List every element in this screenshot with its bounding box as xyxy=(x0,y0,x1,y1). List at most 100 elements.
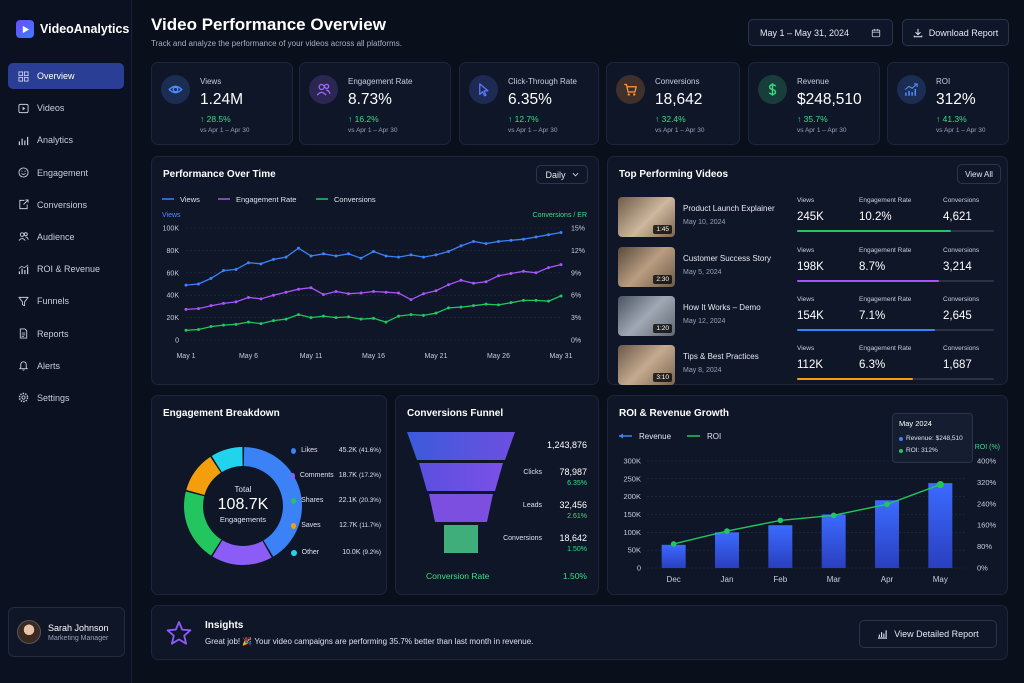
sidebar-item-analytics[interactable]: Analytics xyxy=(8,127,124,153)
data-point xyxy=(397,291,400,295)
star-icon xyxy=(166,621,192,645)
engagement-legend-item: Comments 18.7K (17.2%) xyxy=(291,472,381,479)
data-point xyxy=(309,316,313,320)
donut-slice-comments[interactable] xyxy=(212,540,272,565)
kpi-value: 8.73% xyxy=(348,91,392,108)
sidebar-item-overview[interactable]: Overview xyxy=(8,63,124,89)
engagement-donut-chart xyxy=(184,447,302,565)
data-point xyxy=(509,238,513,242)
data-point xyxy=(297,287,300,291)
legend-revenue[interactable]: Revenue xyxy=(619,432,672,441)
cursor-icon xyxy=(469,75,498,104)
revenue-bar-mar[interactable] xyxy=(821,514,846,569)
series-line-engagement-rate xyxy=(185,263,562,311)
app-logo[interactable]: VideoAnalytics xyxy=(16,20,129,38)
donut-total-label: Total xyxy=(234,485,252,494)
video-engagement-rate: 7.1% xyxy=(859,310,886,322)
donut-slice-likes[interactable] xyxy=(243,447,302,557)
legend-label: Conversions xyxy=(334,195,376,204)
video-progress-track xyxy=(797,329,994,331)
y-tick-label: 50K xyxy=(628,546,641,555)
legend-engagement-rate[interactable]: Engagement Rate xyxy=(218,195,296,204)
video-thumbnail[interactable]: 1:20 xyxy=(618,296,675,336)
roi-tooltip: May 2024 Revenue: $248,510 ROI: 312% xyxy=(892,413,973,463)
data-point xyxy=(422,292,425,296)
top-video-row[interactable]: 1:20 How It Works – Demo May 12, 2024 Views… xyxy=(618,296,1002,338)
sidebar-item-reports[interactable]: Reports xyxy=(8,321,124,347)
date-range-picker[interactable]: May 1 – May 31, 2024 xyxy=(748,19,893,46)
top-video-row[interactable]: 2:30 Customer Success Story May 5, 2024 Vie… xyxy=(618,247,1002,289)
video-thumbnail[interactable]: 2:30 xyxy=(618,247,675,287)
legend-name: Saves xyxy=(301,522,321,529)
data-point xyxy=(209,276,213,280)
tooltip-revenue: Revenue: $248,510 xyxy=(906,435,963,442)
user-profile[interactable]: Sarah Johnson Marketing Manager xyxy=(8,607,125,657)
legend-name: Shares xyxy=(301,497,324,504)
sidebar-item-roi-revenue[interactable]: ROI & Revenue xyxy=(8,256,124,282)
sidebar-item-videos[interactable]: Videos xyxy=(8,95,124,121)
funnel-stage-value: 18,642 xyxy=(559,533,587,543)
data-point xyxy=(422,255,425,259)
top-video-row[interactable]: 1:45 Product Launch Explainer May 10, 2024… xyxy=(618,197,1002,239)
stat-label: Views xyxy=(797,247,815,254)
y2-tick-label: 320% xyxy=(977,478,997,487)
revenue-bar-jan[interactable] xyxy=(715,532,739,568)
data-point xyxy=(559,230,563,234)
sidebar-item-audience[interactable]: Audience xyxy=(8,224,124,250)
donut-slice-shares[interactable] xyxy=(184,491,222,556)
performance-title: Performance Over Time xyxy=(163,169,276,180)
donut-slice-saves[interactable] xyxy=(186,456,221,496)
revenue-bar-feb[interactable] xyxy=(768,525,793,568)
legend-pct: (17.2%) xyxy=(358,472,381,479)
video-title: Tips & Best Practices xyxy=(683,352,759,361)
period-select[interactable]: Daily xyxy=(536,165,588,184)
kpi-card-views[interactable]: Views 1.24M ↑ 28.5% vs Apr 1 – Apr 30 xyxy=(151,62,293,145)
kpi-card-click-through-rate[interactable]: Click-Through Rate 6.35% ↑ 12.7% vs Apr 1 –… xyxy=(459,62,599,145)
video-title: Customer Success Story xyxy=(683,254,772,263)
roi-point xyxy=(670,541,677,547)
data-point xyxy=(459,305,463,309)
data-point xyxy=(547,233,550,237)
kpi-card-roi[interactable]: ROI 312% ↑ 41.3% vs Apr 1 – Apr 30 xyxy=(887,62,1009,145)
video-thumbnail[interactable]: 1:45 xyxy=(618,197,675,237)
revenue-bar-apr[interactable] xyxy=(875,500,899,568)
data-point xyxy=(447,250,450,254)
sidebar-item-conversions[interactable]: Conversions xyxy=(8,192,124,218)
revenue-bar-dec[interactable] xyxy=(661,544,686,568)
kpi-card-revenue[interactable]: Revenue $248,510 ↑ 35.7% vs Apr 1 – Apr 30 xyxy=(748,62,880,145)
legend-roi[interactable]: ROI xyxy=(687,432,721,441)
kpi-card-conversions[interactable]: Conversions 18,642 ↑ 32.4% vs Apr 1 – Apr 3… xyxy=(606,62,740,145)
video-duration: 1:20 xyxy=(653,324,672,333)
smile-icon xyxy=(18,167,29,178)
view-detailed-report-button[interactable]: View Detailed Report xyxy=(859,620,997,648)
revenue-bar-may[interactable] xyxy=(928,483,953,568)
sidebar-item-settings[interactable]: Settings xyxy=(8,385,124,411)
performance-card: Performance Over Time Daily Views Engagem… xyxy=(151,156,599,385)
x-tick-label: Apr xyxy=(881,575,894,584)
download-report-button[interactable]: Download Report xyxy=(902,19,1009,46)
legend-name: Other xyxy=(301,549,320,556)
video-thumbnail[interactable]: 3:10 xyxy=(618,345,675,385)
legend-pct: (41.6%) xyxy=(358,447,381,454)
users-icon xyxy=(309,75,338,104)
legend-conversions[interactable]: Conversions xyxy=(316,195,376,204)
top-video-row[interactable]: 3:10 Tips & Best Practices May 8, 2024 View… xyxy=(618,345,1002,387)
document-icon xyxy=(19,328,28,339)
right-axis-label: Conversions / ER xyxy=(533,212,587,219)
data-point xyxy=(322,292,325,296)
kpi-card-engagement-rate[interactable]: Engagement Rate 8.73% ↑ 16.2% vs Apr 1 – Ap… xyxy=(299,62,451,145)
stat-label: Engagement Rate xyxy=(859,296,912,303)
sidebar: VideoAnalytics Overview Videos Analytics En… xyxy=(0,0,132,683)
sidebar-item-engagement[interactable]: Engagement xyxy=(8,160,124,186)
sidebar-item-label: Funnels xyxy=(37,296,70,307)
donut-slice-other[interactable] xyxy=(211,447,243,473)
video-conversions: 3,214 xyxy=(943,261,972,273)
sidebar-item-funnels[interactable]: Funnels xyxy=(8,288,124,314)
legend-views[interactable]: Views xyxy=(162,195,200,204)
kpi-label: Conversions xyxy=(655,77,700,86)
roi-point xyxy=(830,512,837,519)
trend-icon xyxy=(897,75,926,104)
sidebar-item-alerts[interactable]: Alerts xyxy=(8,353,124,379)
view-all-button[interactable]: View All xyxy=(957,164,1001,184)
data-point xyxy=(197,328,200,332)
